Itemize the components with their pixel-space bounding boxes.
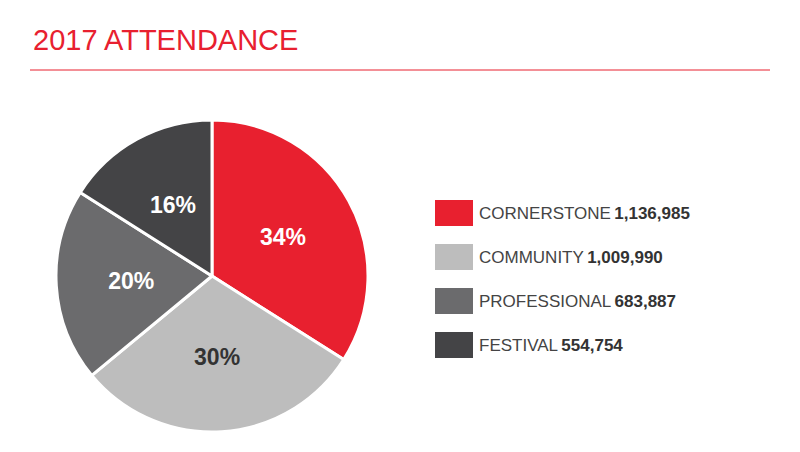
svg-text:FESTIVAL: FESTIVAL: [479, 336, 558, 355]
svg-text:COMMUNITY: COMMUNITY: [479, 248, 584, 267]
svg-text:1,009,990: 1,009,990: [587, 248, 663, 267]
svg-text:PROFESSIONAL: PROFESSIONAL: [479, 292, 611, 311]
svg-text:554,754: 554,754: [561, 336, 623, 355]
svg-text:34%: 34%: [260, 224, 306, 250]
svg-text:CORNERSTONE: CORNERSTONE: [479, 204, 611, 223]
svg-text:30%: 30%: [194, 344, 240, 370]
svg-text:1,136,985: 1,136,985: [614, 204, 690, 223]
svg-text:20%: 20%: [108, 268, 154, 294]
svg-text:16%: 16%: [150, 192, 196, 218]
svg-text:2017 ATTENDANCE: 2017 ATTENDANCE: [33, 24, 298, 56]
svg-text:683,887: 683,887: [615, 292, 676, 311]
